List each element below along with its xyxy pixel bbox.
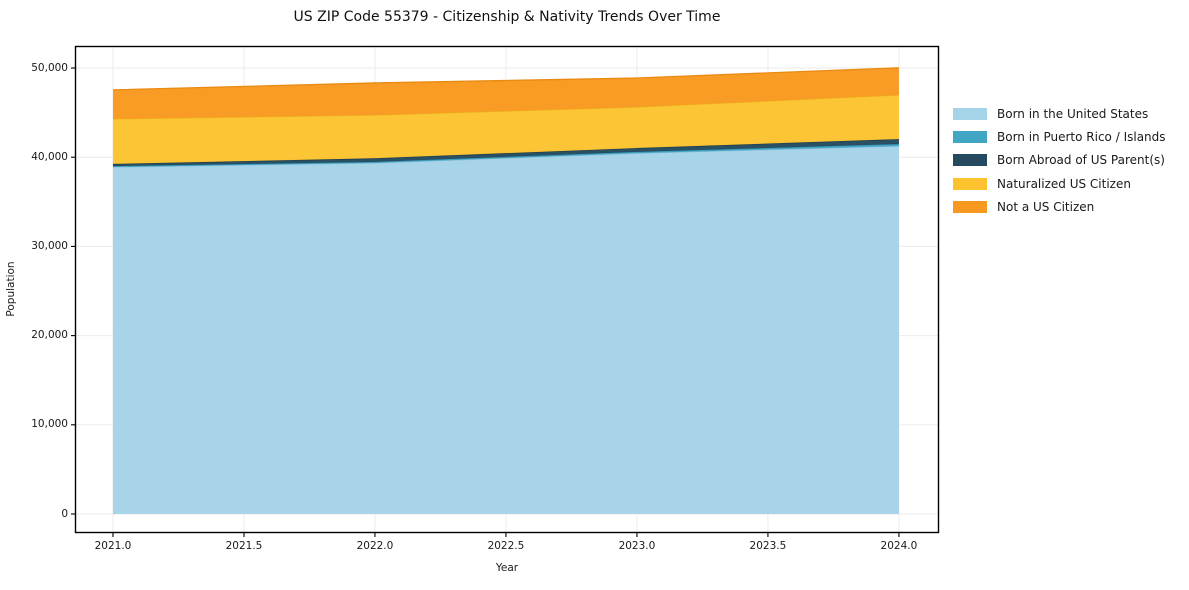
x-axis-label: Year [495,562,519,574]
legend-swatch [953,177,987,190]
chart-title: US ZIP Code 55379 - Citizenship & Nativi… [293,9,721,25]
legend-label: Naturalized US Citizen [997,176,1131,191]
x-tick-label: 2021.0 [94,540,132,552]
y-tick-label: 30,000 [31,239,68,252]
plot-area [71,45,940,537]
legend-label: Not a US Citizen [997,200,1095,215]
legend-swatch [953,107,987,120]
legend-label: Born Abroad of US Parent(s) [997,153,1165,168]
plot-border [74,45,940,534]
y-tick-label: 10,000 [31,418,68,431]
x-tick-label: 2021.5 [225,540,263,552]
legend-label: Born in Puerto Rico / Islands [997,130,1166,145]
y-tick-label: 50,000 [31,61,68,74]
x-tick-label: 2023.5 [749,540,787,552]
x-tick-label: 2022.5 [487,540,525,552]
legend-item: Not a US Citizen [953,196,1166,219]
x-tick-label: 2022.0 [356,540,394,552]
x-tick-label: 2024.0 [880,540,918,552]
legend-item: Naturalized US Citizen [953,172,1166,195]
legend-label: Born in the United States [997,106,1149,121]
legend-item: Born Abroad of US Parent(s) [953,149,1166,172]
y-axis-label: Population [5,261,17,317]
stacked-area-chart [71,45,940,537]
legend-item: Born in the United States [953,102,1166,125]
y-tick-label: 40,000 [31,150,68,163]
area-naturalized-us-citizen [112,94,899,164]
legend-swatch [953,154,987,167]
y-tick-label: 20,000 [31,329,68,342]
y-tick-label: 0 [61,507,68,520]
area-born-in-the-united-states [112,146,899,515]
area-edge [112,67,899,91]
x-tick-label: 2023.0 [618,540,656,552]
legend: Born in the United States Born in Puerto … [953,102,1166,219]
area-not-a-us-citizen [112,67,899,119]
legend-swatch [953,131,987,144]
legend-item: Born in Puerto Rico / Islands [953,125,1166,148]
legend-swatch [953,201,987,214]
